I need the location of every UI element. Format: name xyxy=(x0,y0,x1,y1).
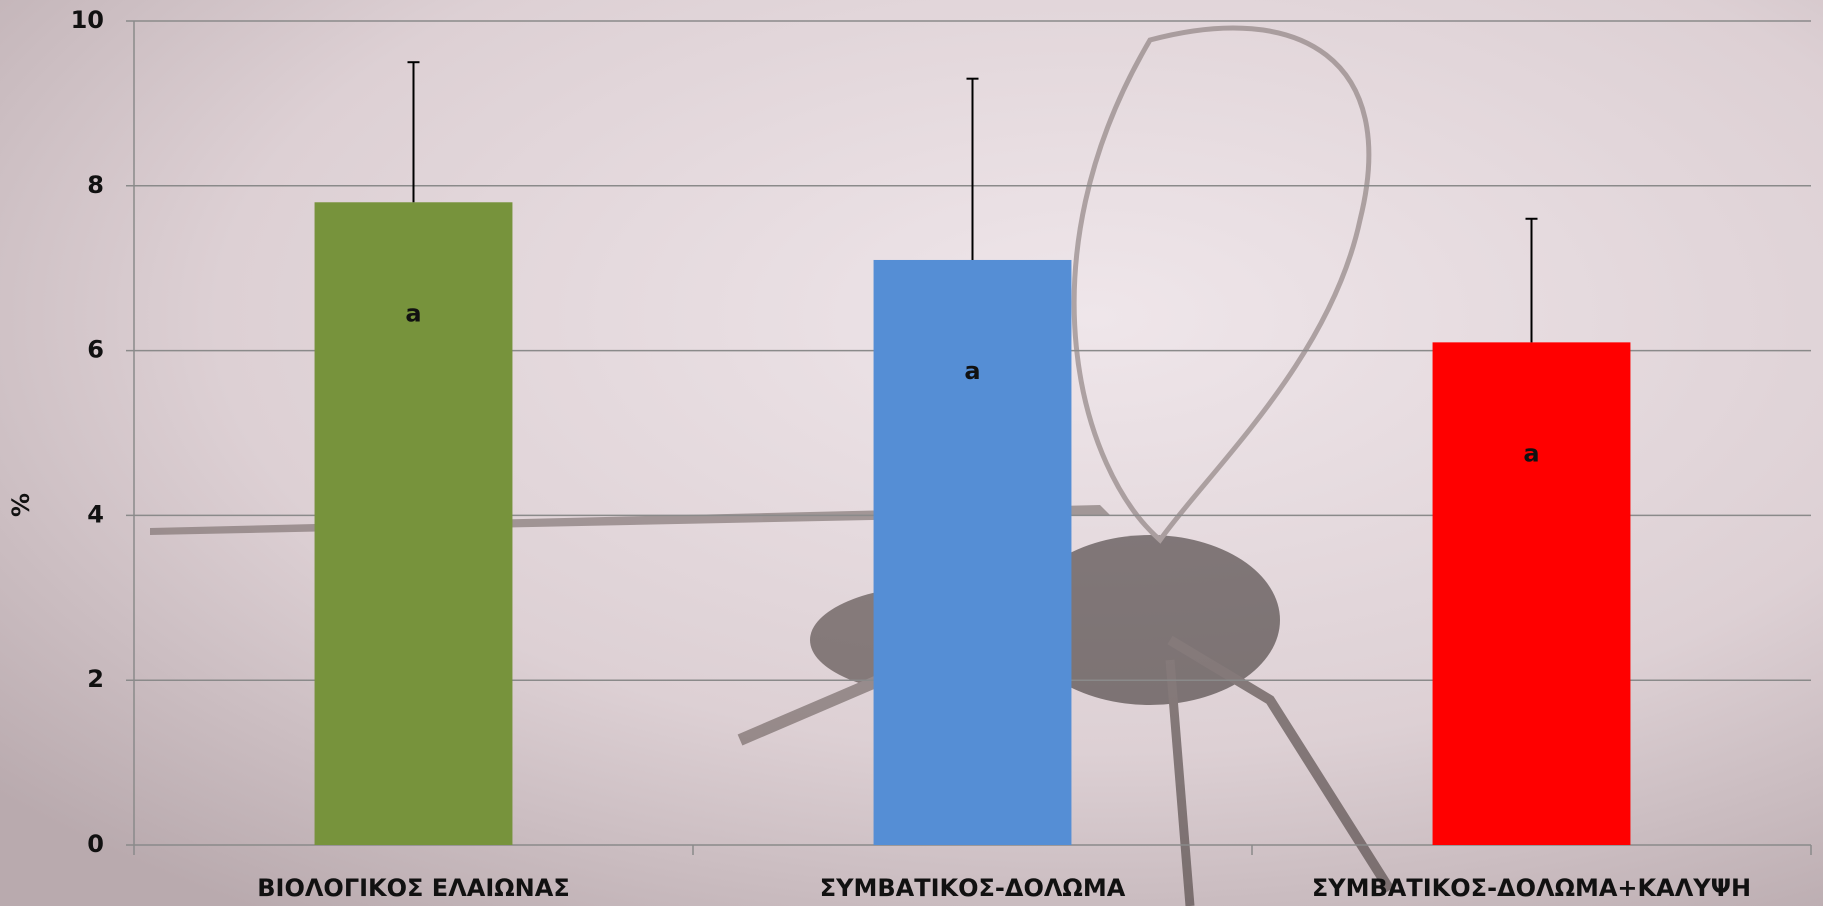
y-tick-label: 4 xyxy=(87,500,104,528)
group-letter: a xyxy=(1523,439,1539,467)
x-tick-label: ΣΥΜΒΑΤΙΚΟΣ-ΔΟΛΩΜΑ xyxy=(820,874,1126,902)
y-tick-label: 8 xyxy=(87,171,104,199)
error-bar xyxy=(407,61,420,203)
x-tick-label: ΣΥΜΒΑΤΙΚΟΣ-ΔΟΛΩΜΑ+ΚΑΛΥΨΗ xyxy=(1312,874,1751,902)
error-bar xyxy=(966,77,979,260)
bar xyxy=(873,259,1072,846)
y-tick-label: 10 xyxy=(71,6,104,34)
error-bar xyxy=(1525,217,1538,343)
bar xyxy=(1432,342,1631,845)
y-tick-label: 6 xyxy=(87,336,104,364)
group-letter: a xyxy=(405,299,421,327)
group-letter: a xyxy=(964,357,980,385)
y-axis-title: % xyxy=(7,493,35,517)
x-tick-label: ΒΙΟΛΟΓΙΚΟΣ ΕΛΑΙΩΝΑΣ xyxy=(257,874,570,902)
bar xyxy=(314,202,513,845)
y-tick-label: 0 xyxy=(87,830,104,858)
y-tick-label: 2 xyxy=(87,665,104,693)
